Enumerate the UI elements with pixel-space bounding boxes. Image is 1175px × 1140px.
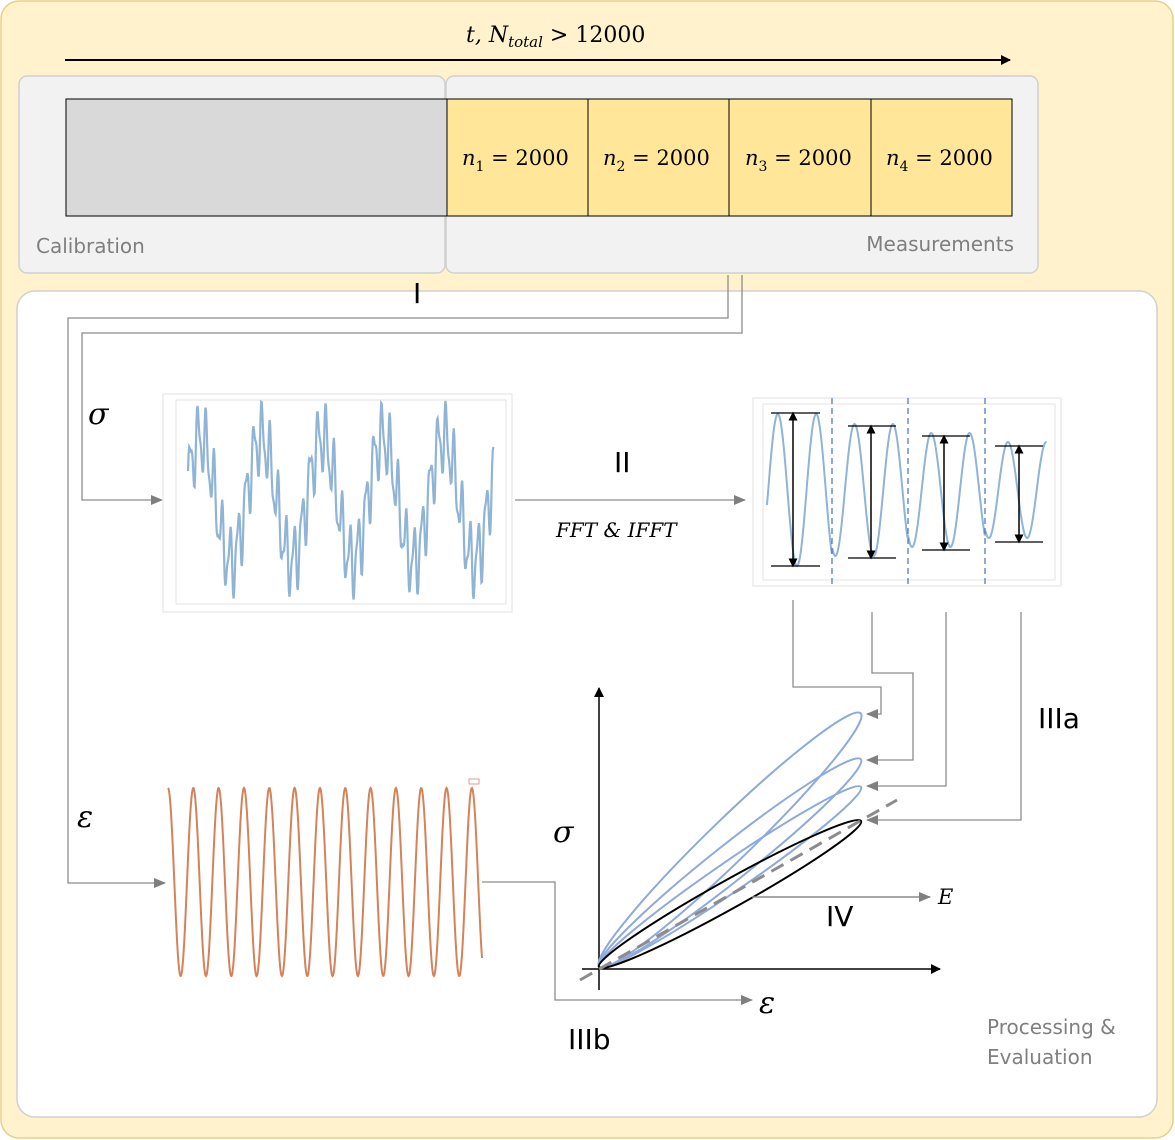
segment-3-sub: 3 [759, 159, 768, 175]
filtered-signal-curve [766, 412, 1047, 568]
calibration-label: Calibration [36, 234, 145, 258]
sigma-label-left: σ [88, 397, 110, 432]
strain-signal-curve [167, 786, 483, 978]
segment-2-rest: = 2000 [625, 146, 709, 170]
step-IIIa-label: IIIa [1038, 702, 1080, 735]
segment-4-sub: 4 [900, 159, 909, 175]
timeline-label: t, Ntotal > 12000 [466, 23, 645, 51]
stress-plot-axes [175, 399, 507, 605]
connector-stress [81, 275, 743, 505]
strain-legend-mark [468, 778, 480, 785]
segment-1-sub: 1 [476, 159, 485, 175]
epsilon-label-left: ε [77, 800, 93, 835]
segment-3 [728, 98, 872, 217]
hysteresis-plot: σ E IV [553, 687, 953, 990]
segment-4 [870, 98, 1013, 217]
step-IIIb-label: IIIb [568, 1023, 611, 1056]
fft-label: FFT & IFFT [555, 518, 678, 542]
segment-2 [587, 98, 730, 217]
segment-2-label: n2 = 2000 [603, 146, 710, 175]
connector-IIIb [482, 881, 753, 1005]
measurements-label: Measurements [866, 232, 1014, 256]
timeline-label-main: t, N [466, 23, 509, 48]
segment-2-n: n [603, 146, 617, 170]
step-II-label: II [614, 446, 631, 479]
connector-IIIa-3 [866, 612, 947, 791]
segment-4-label: n4 = 2000 [886, 146, 993, 175]
connector-strain [67, 275, 729, 888]
segment-1-label: n1 = 2000 [462, 146, 569, 175]
filtered-plot-frame [752, 397, 1062, 587]
segment-1-rest: = 2000 [484, 146, 568, 170]
stress-signal-plot [162, 393, 513, 613]
filtered-plot-axes [762, 403, 1056, 581]
E-label: E [937, 885, 953, 909]
filtered-signal-plot [752, 397, 1062, 587]
step-IV-label: IV [826, 900, 853, 933]
segment-1 [446, 98, 589, 217]
processing-label-line2: Evaluation [987, 1045, 1093, 1069]
timeline-label-sub: total [508, 33, 543, 51]
modulus-dashed-line [579, 798, 898, 982]
timeline-label-rest: > 12000 [543, 23, 645, 48]
calibration-block [65, 98, 448, 217]
processing-label-line1: Processing & [987, 1015, 1116, 1039]
strain-signal-plot [167, 778, 483, 978]
segment-3-label: n3 = 2000 [745, 146, 852, 175]
connector-IIIa-4 [866, 612, 1022, 825]
stress-signal-curve [186, 399, 495, 600]
segment-4-rest: = 2000 [908, 146, 992, 170]
step-I-label: I [413, 277, 421, 310]
sigma-label-axis: σ [553, 815, 575, 850]
segment-1-n: n [462, 146, 476, 170]
segment-4-n: n [886, 146, 900, 170]
segment-2-sub: 2 [617, 159, 626, 175]
segment-3-n: n [745, 146, 759, 170]
epsilon-label-bottom: ε [759, 986, 775, 1021]
connector-IIIa-2 [866, 612, 914, 765]
hysteresis-loop-4 [597, 819, 863, 969]
segment-3-rest: = 2000 [767, 146, 851, 170]
connector-IIIa-1 [792, 600, 882, 719]
